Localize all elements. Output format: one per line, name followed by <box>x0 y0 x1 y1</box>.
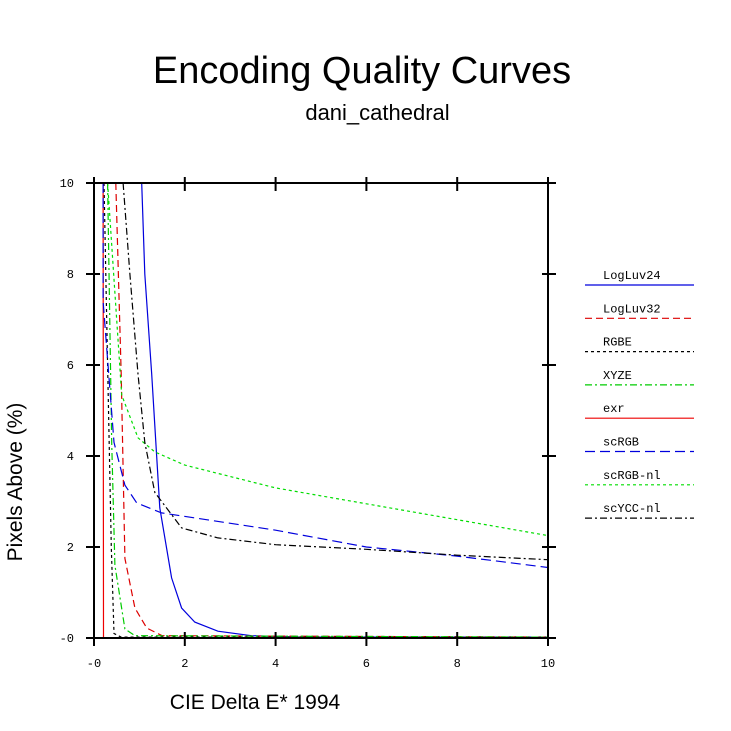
y-tick-label: 4 <box>67 450 74 464</box>
legend-label-logluv24: LogLuv24 <box>603 269 661 283</box>
chart-subtitle: dani_cathedral <box>305 100 450 125</box>
y-tick-label: 10 <box>60 177 74 191</box>
y-tick-label: 8 <box>67 268 74 282</box>
legend-label-scrgb: scRGB <box>603 436 639 450</box>
x-tick-label: 2 <box>181 657 188 671</box>
series-line-xyze <box>107 183 548 638</box>
y-axis-label: Pixels Above (%) <box>4 403 27 562</box>
y-tick-label: 2 <box>67 541 74 555</box>
chart-title: Encoding Quality Curves <box>152 50 572 92</box>
x-tick-label: 8 <box>454 657 461 671</box>
legend-label-rgbe: RGBE <box>603 336 632 350</box>
x-tick-label: 10 <box>541 657 555 671</box>
series-line-logluv24 <box>141 183 548 638</box>
legend-label-exr: exr <box>603 402 625 416</box>
series-line-scycc-nl <box>122 183 548 561</box>
series-line-logluv32 <box>115 183 548 638</box>
legend-label-scrgb-nl: scRGB-nl <box>603 469 661 483</box>
x-tick-label: 6 <box>363 657 370 671</box>
x-axis-label: CIE Delta E* 1994 <box>170 691 341 714</box>
legend-label-scycc-nl: scYCC-nl <box>603 502 661 516</box>
plot-frame <box>93 182 549 639</box>
series-line-scrgb <box>102 183 548 569</box>
series-line-exr <box>102 183 548 638</box>
y-tick-label: -0 <box>60 632 74 646</box>
legend-label-xyze: XYZE <box>603 369 632 383</box>
x-tick-label: 4 <box>272 657 279 671</box>
y-tick-label: 6 <box>67 359 74 373</box>
series-line-scrgb-nl <box>107 183 548 537</box>
x-tick-label: -0 <box>87 657 101 671</box>
legend-label-logluv32: LogLuv32 <box>603 302 661 316</box>
